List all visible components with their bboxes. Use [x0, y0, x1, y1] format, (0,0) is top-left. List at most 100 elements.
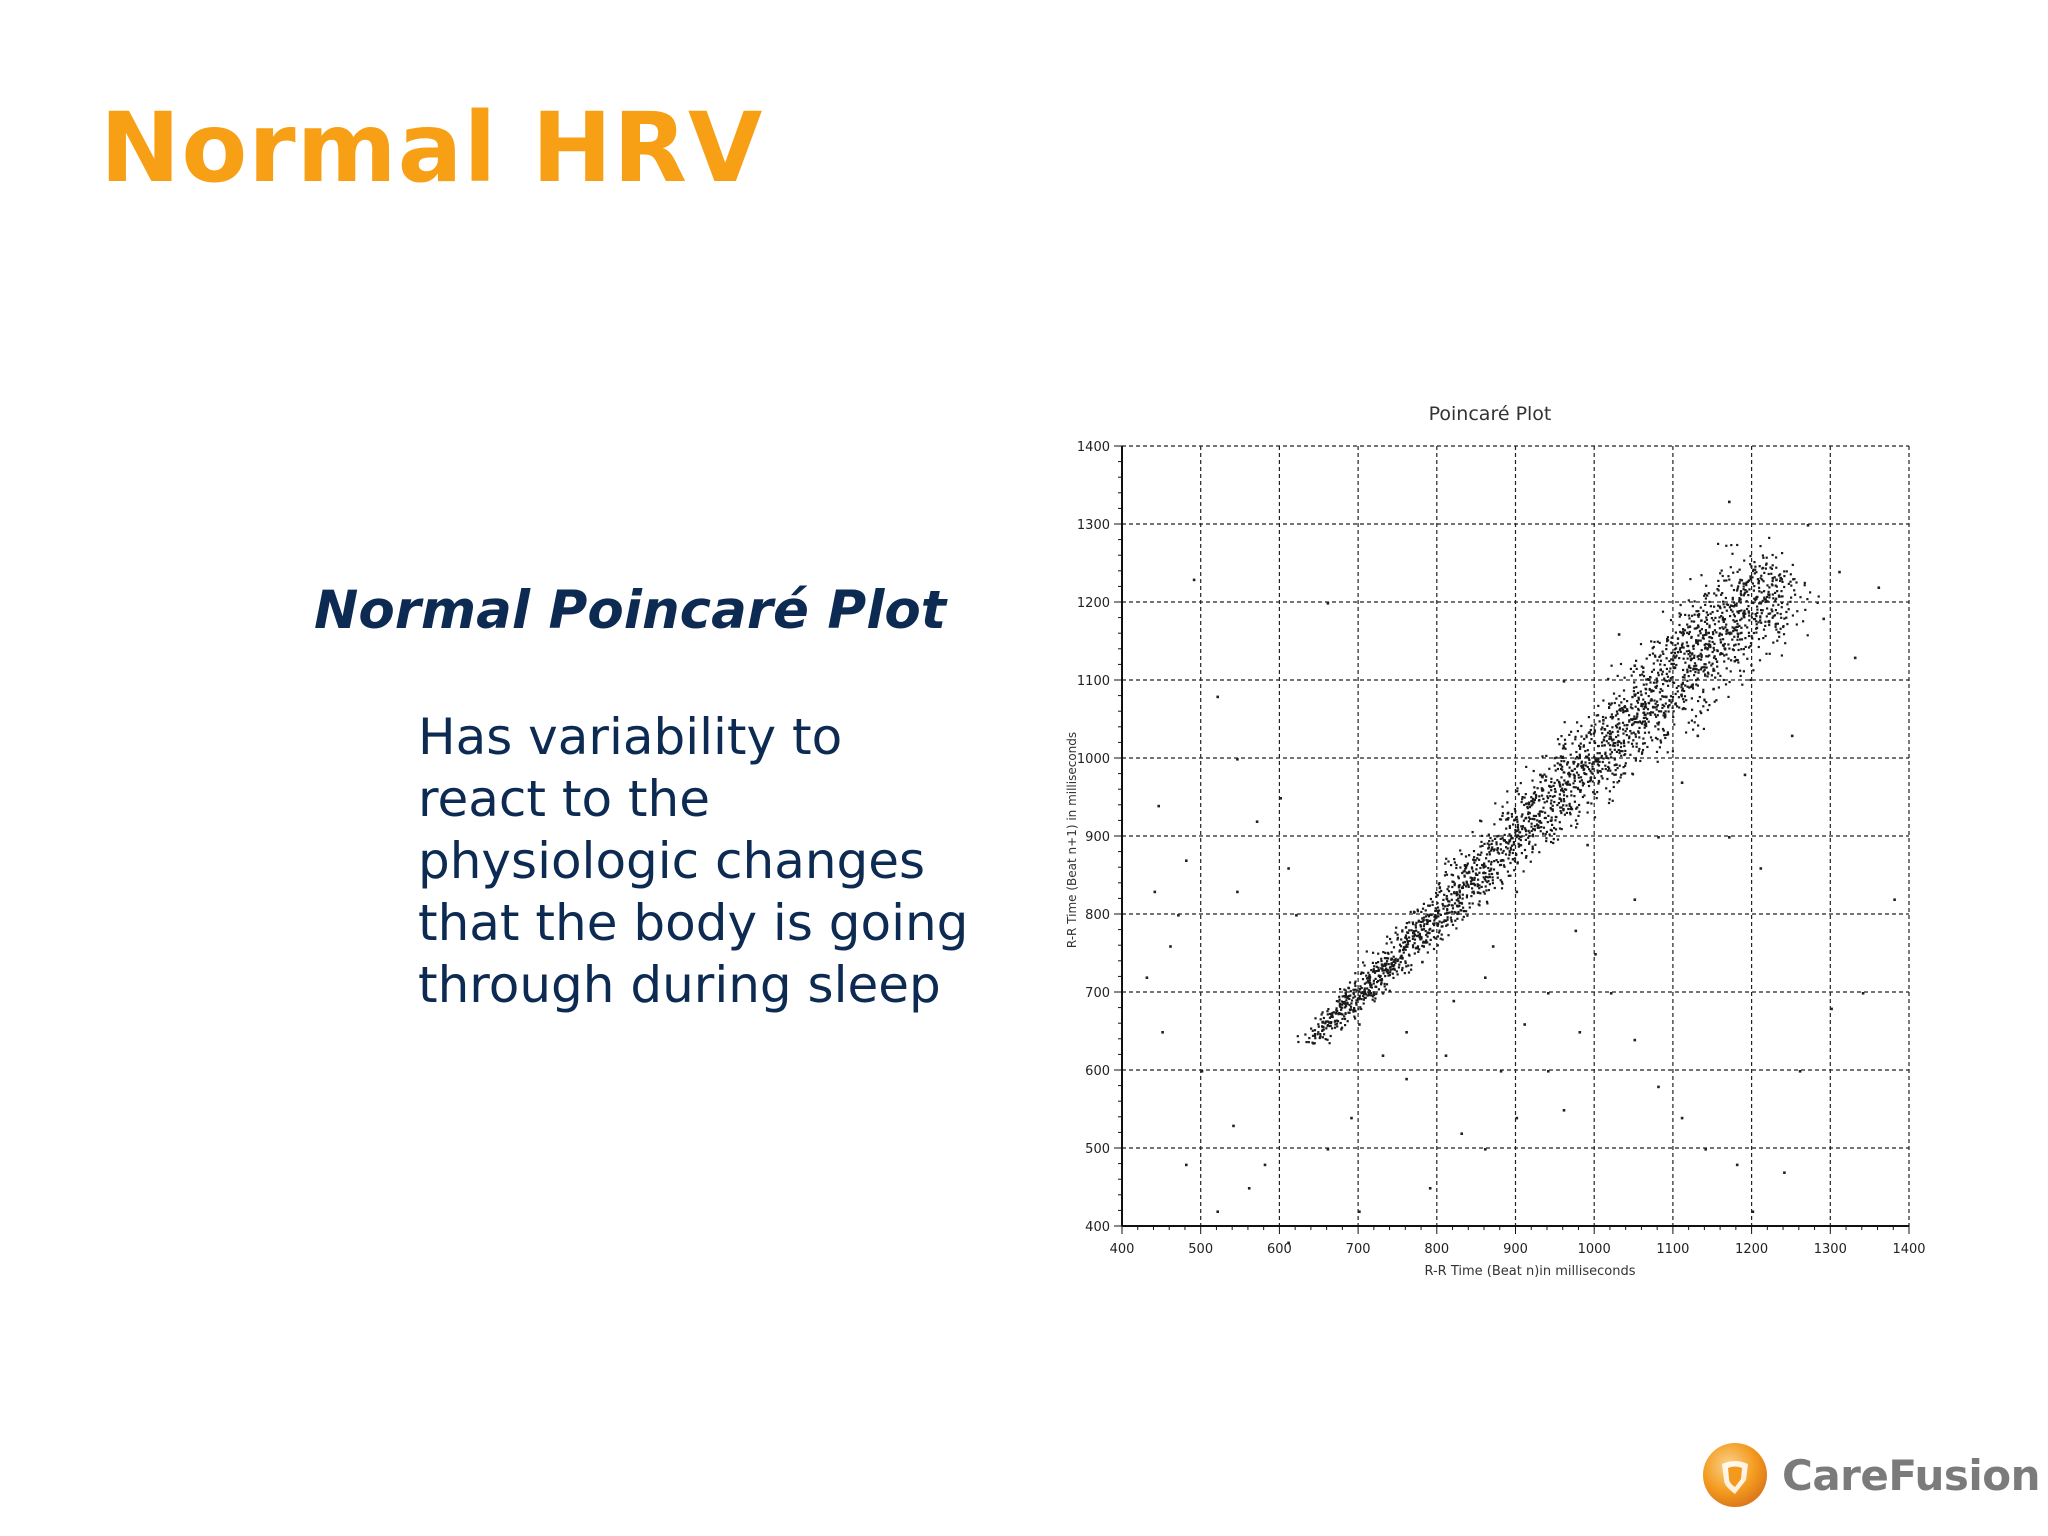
- cluster-point: [1575, 750, 1578, 754]
- cluster-point: [1553, 764, 1556, 767]
- cluster-point: [1357, 990, 1361, 993]
- cluster-point: [1304, 1033, 1307, 1036]
- cluster-point: [1639, 643, 1643, 646]
- cluster-point: [1485, 889, 1488, 892]
- cluster-point: [1630, 703, 1633, 706]
- cluster-point: [1793, 578, 1796, 581]
- cluster-point: [1558, 821, 1561, 824]
- cluster-point: [1777, 594, 1780, 597]
- cluster-point: [1560, 776, 1563, 779]
- cluster-point: [1772, 597, 1775, 600]
- cluster-point: [1369, 994, 1372, 997]
- cluster-point: [1377, 966, 1380, 969]
- cluster-point: [1570, 806, 1573, 809]
- cluster-point: [1426, 941, 1429, 944]
- cluster-point: [1502, 849, 1505, 853]
- cluster-point: [1587, 780, 1590, 783]
- cluster-point: [1380, 967, 1383, 970]
- cluster-point: [1341, 1006, 1344, 1009]
- cluster-point: [1411, 921, 1414, 924]
- cluster-point: [1654, 725, 1657, 728]
- cluster-point: [1497, 834, 1500, 837]
- cluster-point: [1655, 677, 1658, 680]
- cluster-point: [1725, 667, 1728, 670]
- cluster-point: [1560, 806, 1563, 809]
- cluster-point: [1600, 741, 1604, 744]
- cluster-point: [1517, 828, 1520, 831]
- cluster-point: [1437, 931, 1441, 934]
- cluster-point: [1608, 735, 1611, 738]
- cluster-point: [1425, 939, 1428, 942]
- cluster-point: [1736, 622, 1739, 625]
- cluster-point: [1690, 620, 1693, 623]
- cluster-point: [1400, 938, 1403, 941]
- cluster-point: [1523, 827, 1527, 830]
- cluster-point: [1420, 936, 1423, 939]
- cluster-point: [1443, 874, 1447, 877]
- cluster-point: [1363, 989, 1366, 992]
- cluster-point: [1656, 714, 1659, 717]
- cluster-point: [1496, 861, 1500, 864]
- cluster-point: [1432, 922, 1435, 925]
- cluster-point: [1362, 1002, 1365, 1005]
- cluster-point: [1396, 936, 1399, 939]
- cluster-point: [1444, 905, 1447, 908]
- cluster-point: [1688, 649, 1691, 652]
- cluster-point: [1680, 693, 1683, 697]
- cluster-point: [1682, 698, 1685, 701]
- cluster-point: [1389, 937, 1392, 941]
- cluster-point: [1725, 609, 1728, 612]
- cluster-point: [1311, 1034, 1315, 1037]
- cluster-point: [1641, 673, 1644, 676]
- cluster-point: [1508, 840, 1511, 843]
- cluster-point: [1473, 876, 1476, 879]
- cluster-point: [1553, 826, 1556, 830]
- cluster-point: [1396, 933, 1399, 936]
- cluster-point: [1604, 764, 1607, 767]
- cluster-point: [1422, 928, 1426, 931]
- cluster-point: [1693, 600, 1696, 603]
- cluster-point: [1619, 776, 1622, 779]
- cluster-point: [1622, 739, 1625, 742]
- cluster-point: [1795, 623, 1798, 626]
- cluster-point: [1659, 659, 1663, 662]
- cluster-point: [1604, 753, 1607, 756]
- cluster-point: [1707, 632, 1710, 635]
- cluster-point: [1390, 958, 1394, 961]
- cluster-point: [1465, 880, 1468, 883]
- cluster-point: [1734, 626, 1737, 629]
- cluster-point: [1768, 652, 1771, 655]
- cluster-point: [1368, 979, 1371, 982]
- cluster-point: [1477, 878, 1480, 881]
- cluster-point: [1629, 667, 1632, 670]
- cluster-point: [1628, 720, 1631, 723]
- cluster-point: [1545, 830, 1548, 833]
- cluster-point: [1524, 830, 1528, 833]
- cluster-point: [1749, 645, 1752, 648]
- cluster-point: [1553, 757, 1556, 760]
- cluster-point: [1560, 767, 1563, 770]
- cluster-point: [1335, 1011, 1338, 1015]
- cluster-point: [1754, 598, 1757, 601]
- cluster-point: [1768, 623, 1771, 627]
- cluster-point: [1638, 720, 1641, 723]
- cluster-point: [1770, 572, 1773, 575]
- cluster-point: [1405, 937, 1408, 940]
- cluster-point: [1354, 972, 1357, 975]
- cluster-point: [1747, 646, 1751, 649]
- cluster-point: [1379, 979, 1382, 982]
- cluster-point: [1783, 585, 1786, 589]
- cluster-point: [1585, 773, 1588, 776]
- cluster-point: [1369, 983, 1372, 987]
- cluster-point: [1429, 913, 1432, 916]
- cluster-point: [1421, 920, 1424, 923]
- cluster-point: [1631, 773, 1635, 776]
- cluster-point: [1645, 688, 1648, 691]
- cluster-point: [1348, 981, 1352, 984]
- cluster-point: [1429, 927, 1432, 930]
- cluster-point: [1434, 909, 1437, 912]
- cluster-point: [1689, 670, 1692, 673]
- cluster-point: [1344, 996, 1347, 999]
- cluster-point: [1626, 724, 1629, 727]
- cluster-point: [1436, 902, 1439, 905]
